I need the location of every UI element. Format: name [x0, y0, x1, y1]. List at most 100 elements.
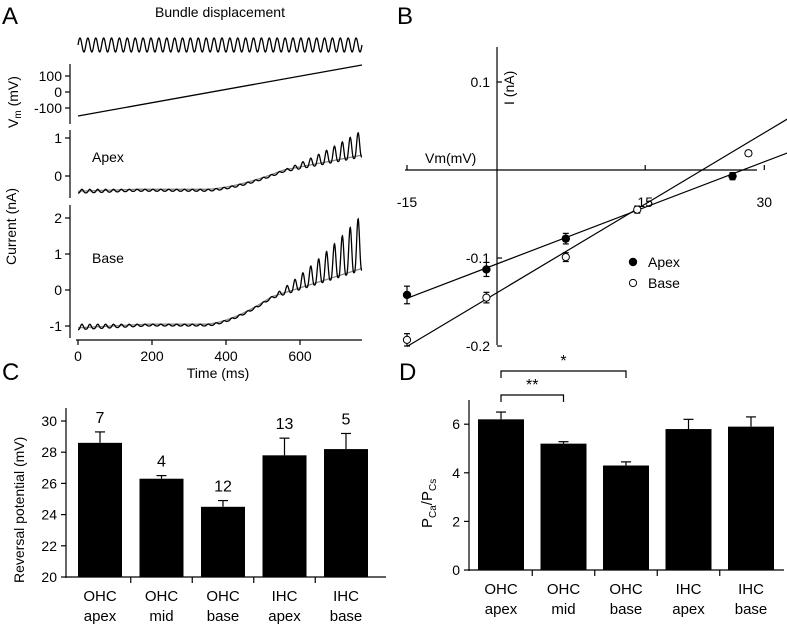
- permeability-category-line2: base: [735, 601, 768, 618]
- time-tick-label: 600: [288, 348, 312, 364]
- permeability-y-tick-label: 0: [452, 562, 460, 578]
- permeability-category-line2: apex: [485, 601, 518, 618]
- base-data-point: [633, 205, 642, 214]
- panel-letter-d: D: [399, 359, 416, 386]
- reversal-category-line1: IHC: [333, 588, 359, 605]
- reversal-bar: [262, 455, 307, 577]
- panel-letter-b: B: [397, 3, 413, 30]
- reversal-category-line2: apex: [268, 608, 301, 625]
- base-data-point: [561, 253, 570, 262]
- significance-bracket: [500, 370, 627, 378]
- permeability-category-line1: OHC: [484, 581, 518, 598]
- legend-base-label: Base: [648, 275, 680, 291]
- reversal-category-line2: apex: [84, 608, 117, 625]
- reversal-category-line2: base: [330, 608, 363, 625]
- panel-a-title: Bundle displacement: [155, 4, 285, 20]
- base-tick-label: -1: [50, 318, 63, 334]
- permeability-category-line1: IHC: [676, 581, 702, 598]
- iv-x-tick-label: -15: [397, 194, 417, 210]
- reversal-n-label: 5: [342, 411, 351, 428]
- vm-tick-label: 100: [39, 68, 63, 84]
- base-baseline-trace: [77, 267, 363, 329]
- vm-tick-label: 0: [54, 84, 62, 100]
- reversal-y-tick-label: 30: [41, 413, 57, 429]
- reversal-n-label: 12: [214, 479, 232, 496]
- base-current-trace: [77, 217, 363, 331]
- iv-y-axis-label: I (nA): [501, 71, 517, 105]
- reversal-bar: [139, 478, 184, 577]
- permeability-bar: [603, 465, 649, 570]
- reversal-category-line1: OHC: [83, 588, 117, 605]
- panel-b: Vm(mV) I (nA) -151530450.1-0.1-0.2 ApexB…: [397, 47, 787, 354]
- time-tick-label: 200: [140, 348, 164, 364]
- reversal-bar: [78, 442, 122, 577]
- base-trace-label: Base: [92, 250, 124, 266]
- permeability-category-line2: apex: [672, 601, 705, 618]
- apex-data-point: [482, 265, 491, 274]
- apex-data-point: [728, 171, 737, 181]
- apex-data-point: [402, 290, 412, 300]
- reversal-y-tick-label: 26: [41, 475, 57, 491]
- iv-y-tick-label: 0.1: [471, 74, 491, 90]
- iv-x-axis-label: Vm(mV): [425, 150, 476, 166]
- permeability-y-axis-label: PCa/PCs: [419, 479, 439, 528]
- reversal-n-label: 13: [276, 416, 294, 433]
- reversal-category-line2: base: [207, 608, 240, 625]
- stimulus-trace: [77, 37, 363, 53]
- permeability-y-tick-label: 4: [452, 465, 460, 481]
- reversal-y-axis-label: Reversal potential (mV): [11, 437, 27, 583]
- significance-bracket: [500, 394, 565, 402]
- permeability-category-line2: mid: [551, 601, 575, 618]
- permeability-category-line1: OHC: [547, 581, 581, 598]
- panel-letter-a: A: [2, 3, 18, 30]
- permeability-y-tick-label: 2: [452, 513, 460, 529]
- permeability-y-tick-label: 6: [452, 416, 460, 432]
- reversal-y-tick-label: 20: [41, 569, 57, 585]
- apex-fit-line: [406, 152, 787, 299]
- base-data-point: [744, 149, 753, 158]
- reversal-y-tick-label: 22: [41, 538, 57, 554]
- legend-apex-label: Apex: [648, 254, 680, 270]
- reversal-category-line1: IHC: [272, 588, 298, 605]
- panel-letter-c: C: [2, 359, 19, 386]
- legend-apex-marker: [628, 257, 638, 267]
- apex-data-point: [561, 234, 570, 243]
- permeability-category-line2: base: [610, 601, 643, 618]
- time-axis-label: Time (ms): [187, 365, 249, 381]
- panel-a: Bundle displacement 100 0 -100 Vm (mV) 1…: [3, 4, 363, 381]
- significance-marker: **: [526, 377, 538, 394]
- base-tick-label: 2: [54, 210, 62, 226]
- iv-x-tick-label: 30: [757, 194, 773, 210]
- reversal-n-label: 4: [157, 454, 166, 471]
- reversal-y-tick-label: 24: [41, 507, 57, 523]
- reversal-category-line1: OHC: [145, 588, 179, 605]
- base-data-point: [402, 335, 412, 344]
- reversal-bar: [201, 506, 245, 577]
- apex-current-trace: [77, 131, 363, 194]
- base-fit-line: [406, 118, 787, 348]
- panel-d: PCa/PCs 6 4 2 0 OHC apex OHC mid OHC base IHC apex…: [419, 353, 784, 618]
- permeability-bar: [478, 419, 524, 570]
- apex-trace-label: Apex: [92, 149, 124, 165]
- permeability-bar: [540, 443, 587, 570]
- significance-marker: *: [560, 353, 566, 370]
- panel-c: Reversal potential (mV) 30 28 26 24 22 20 7 4 1…: [11, 408, 386, 625]
- permeability-category-line1: OHC: [609, 581, 643, 598]
- vm-axis-label: Vm (mV): [5, 76, 24, 128]
- reversal-y-tick-label: 28: [41, 444, 57, 460]
- permeability-category-line1: IHC: [738, 581, 764, 598]
- vm-ramp-line: [77, 64, 363, 117]
- apex-tick-label: 1: [54, 130, 62, 146]
- apex-baseline-trace: [77, 154, 363, 192]
- current-axis-label: Current (nA): [3, 188, 19, 265]
- reversal-category-line1: OHC: [206, 588, 240, 605]
- permeability-bar: [665, 429, 712, 570]
- legend-base-marker: [628, 278, 638, 288]
- reversal-bar: [324, 449, 368, 577]
- base-tick-label: 0: [54, 282, 62, 298]
- base-tick-label: 1: [54, 246, 62, 262]
- reversal-n-label: 7: [96, 410, 105, 427]
- reversal-category-line2: mid: [149, 608, 173, 625]
- base-data-point: [482, 293, 491, 302]
